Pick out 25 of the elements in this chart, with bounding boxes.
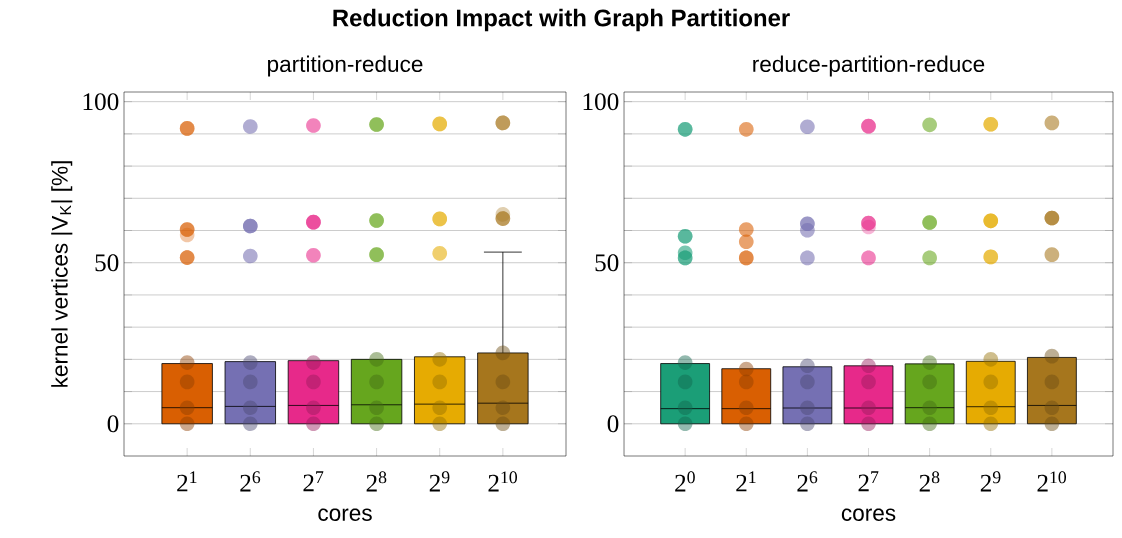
- y-tick-label: 100: [83, 93, 119, 111]
- x-tick-label: 2$^{10}$: [488, 471, 518, 492]
- x-axis-title: cores: [318, 508, 372, 521]
- x-tick-label: 2$^{7}$: [858, 471, 879, 492]
- x-tick-label: 2$^{7}$: [303, 471, 324, 492]
- x-tick-label: 2$^{6}$: [797, 471, 818, 492]
- y-tick-label: 50: [595, 254, 619, 272]
- y-tick-label: 100: [583, 93, 619, 111]
- chart-subtitle: reduce-partition-reduce: [753, 55, 985, 77]
- x-tick-label: 2$^{8}$: [919, 471, 940, 492]
- y-tick-label: 0: [107, 415, 119, 433]
- x-tick-label: 2$^{10}$: [1037, 471, 1067, 492]
- x-tick-label: 2$^{1}$: [177, 471, 197, 492]
- x-tick-label: 2$^{8}$: [366, 471, 387, 492]
- y-axis-title: kernel vertices |V$_{K}$| [%]: [51, 161, 73, 387]
- x-axis-title: cores: [841, 508, 896, 521]
- x-tick-label: 2$^{1}$: [736, 471, 756, 492]
- y-tick-label: 0: [607, 415, 619, 433]
- x-tick-label: 2$^{6}$: [240, 471, 261, 492]
- x-tick-label: 2$^{0}$: [675, 471, 695, 492]
- chart-subtitle: partition-reduce: [268, 55, 423, 77]
- y-tick-label: 50: [95, 254, 119, 272]
- x-tick-label: 2$^{9}$: [980, 471, 1001, 492]
- x-tick-label: 2$^{9}$: [429, 471, 450, 492]
- chart-title: Reduction Impact with Graph Partitioner: [333, 8, 790, 32]
